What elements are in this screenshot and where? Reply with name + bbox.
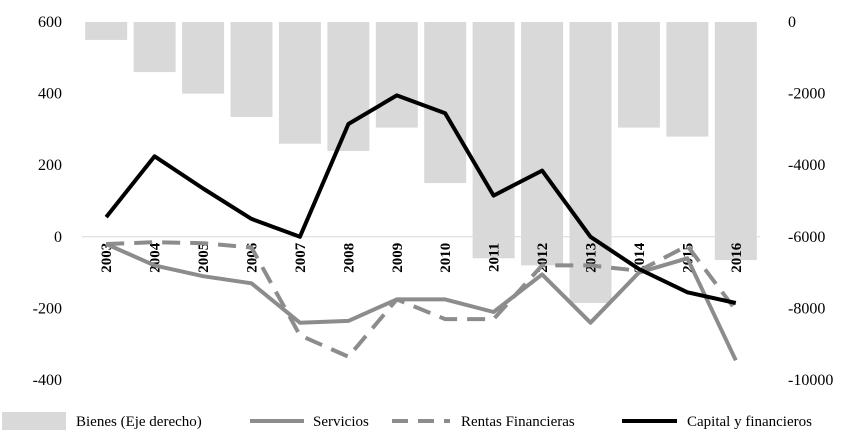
legend-swatch-bienes [2, 412, 66, 430]
right-tick-label: -8000 [788, 300, 825, 317]
bar-bienes-2010 [424, 22, 467, 184]
legend-label-rentas-financieras: Rentas Financieras [461, 414, 575, 430]
bar-bienes-2003 [85, 22, 128, 40]
right-axis: 0 -2000 -4000 -6000 -8000 -10000 [788, 14, 833, 389]
bar-bienes-2009 [375, 22, 418, 128]
category-label: 2010 [438, 243, 454, 273]
category-label: 2013 [584, 243, 600, 273]
category-label: 2006 [245, 242, 261, 272]
legend-label-capital-y-financieros: Capital y financieros [687, 414, 812, 430]
category-label: 2007 [293, 242, 309, 272]
bar-bienes-2007 [278, 22, 321, 144]
series-line-servicios [105, 242, 738, 362]
bar-bienes-2016 [714, 22, 757, 261]
legend-label-servicios: Servicios [313, 414, 369, 430]
left-axis: 600 400 200 0 -200 -400 [33, 14, 62, 389]
left-tick-label: 0 [54, 229, 62, 246]
category-label: 2005 [196, 243, 212, 273]
category-label: 2011 [487, 243, 503, 272]
left-tick-label: 400 [38, 86, 62, 103]
bar-bienes-2014 [617, 22, 660, 128]
right-tick-label: 0 [788, 14, 796, 31]
category-label: 2016 [729, 242, 745, 272]
category-label: 2012 [535, 243, 551, 273]
bar-bienes-2004 [133, 22, 176, 73]
category-label: 2003 [99, 243, 115, 273]
bar-bienes-2013 [569, 22, 612, 303]
right-tick-label: -10000 [788, 372, 833, 389]
right-tick-label: -4000 [788, 157, 825, 174]
lines-layer [104, 93, 738, 362]
category-label: 2009 [390, 243, 406, 273]
legend: Bienes (Eje derecho) Servicios Rentas Fina… [2, 412, 812, 430]
bar-bienes-2011 [472, 22, 515, 259]
bars-layer [85, 22, 757, 303]
left-tick-label: 200 [38, 157, 62, 174]
left-tick-label: -200 [33, 300, 62, 317]
right-tick-label: -2000 [788, 86, 825, 103]
left-tick-label: -400 [33, 372, 62, 389]
series-line-capital-y-financieros [104, 93, 737, 305]
bar-bienes-2006 [230, 22, 273, 117]
left-tick-label: 600 [38, 14, 62, 31]
series-line-rentas-financieras [106, 240, 738, 359]
bar-bienes-2015 [666, 22, 709, 137]
bar-bienes-2012 [521, 22, 564, 266]
category-label: 2008 [341, 243, 357, 273]
bar-bienes-2005 [182, 22, 225, 94]
legend-label-bienes: Bienes (Eje derecho) [76, 414, 202, 430]
right-tick-label: -6000 [788, 229, 825, 246]
bar-bienes-2008 [327, 22, 370, 151]
